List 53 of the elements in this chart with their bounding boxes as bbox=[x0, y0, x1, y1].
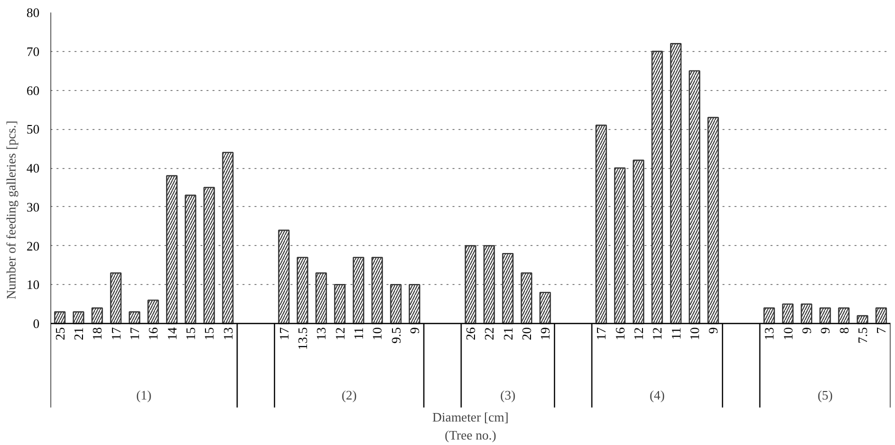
text: (4) bbox=[650, 388, 665, 403]
x-tick-label: 19 bbox=[538, 327, 553, 340]
x-tick-label: 9 bbox=[818, 327, 833, 334]
x-tick-label: 14 bbox=[164, 326, 180, 340]
x-tick-label: 15 bbox=[202, 327, 217, 340]
x-tick-label: 18 bbox=[90, 327, 105, 340]
text: (2) bbox=[342, 388, 357, 403]
x-tick-label: 17 bbox=[127, 326, 142, 340]
y-tick-label: 80 bbox=[26, 5, 40, 20]
x-tick-label: 9 bbox=[706, 327, 721, 334]
x-tick-label: 13 bbox=[314, 327, 329, 340]
x-tick-label: 13 bbox=[762, 327, 777, 340]
x-tick-label: 13 bbox=[220, 327, 236, 340]
x-tick-label: 12 bbox=[332, 327, 348, 340]
y-tick-label: 40 bbox=[26, 160, 40, 176]
x-tick-label: 22 bbox=[482, 327, 497, 340]
y-tick-label: 10 bbox=[26, 277, 40, 292]
x-tick-label: 13.5 bbox=[295, 327, 310, 350]
x-tick-label: 10 bbox=[687, 327, 702, 340]
x-tick-label: 11 bbox=[668, 327, 684, 340]
x-tick-label: 26 bbox=[463, 326, 478, 340]
y-tick-label: 50 bbox=[26, 122, 40, 137]
y-tick-label: 20 bbox=[26, 238, 40, 254]
x-tick-label: 12 bbox=[650, 327, 665, 340]
x-tick-label: 11 bbox=[351, 327, 366, 340]
x-tick-label: 10 bbox=[370, 327, 385, 340]
text: (5) bbox=[818, 388, 833, 403]
x-tick-label: 25 bbox=[52, 327, 68, 340]
x-tick-label: 21 bbox=[500, 327, 516, 340]
x-tick-label: 16 bbox=[146, 326, 161, 340]
x-tick-label: 20 bbox=[519, 327, 534, 340]
y-tick-label: 30 bbox=[26, 199, 40, 214]
x-tick-label: 17 bbox=[276, 326, 292, 340]
x-tick-label: 17 bbox=[594, 326, 609, 340]
x-tick-label: 7.5 bbox=[855, 327, 870, 344]
x-tick-label: 7 bbox=[874, 326, 889, 334]
y-tick-label: 60 bbox=[26, 82, 40, 98]
x-tick-label: 15 bbox=[183, 327, 198, 340]
x-tick-label: 10 bbox=[780, 327, 796, 340]
x-tick-label: 16 bbox=[612, 326, 628, 340]
text: (3) bbox=[500, 388, 516, 403]
x-tick-label: 17 bbox=[108, 326, 124, 340]
y-axis-title: Number of feeding galleries [pcs.] bbox=[4, 120, 18, 300]
x-axis-title: Diameter [cm] (Tree no.) bbox=[432, 410, 509, 442]
y-tick-label: 0 bbox=[33, 316, 40, 332]
x-tick-label: 9 bbox=[799, 327, 814, 334]
x-tick-label: 9 bbox=[407, 327, 422, 334]
x-tick-label: 8 bbox=[836, 327, 852, 334]
x-tick-label: 12 bbox=[631, 327, 646, 340]
y-tick-label: 70 bbox=[26, 44, 40, 59]
x-tick-label: 9.5 bbox=[388, 327, 404, 344]
text: (1) bbox=[136, 388, 152, 403]
x-tick-label: 21 bbox=[71, 327, 86, 340]
